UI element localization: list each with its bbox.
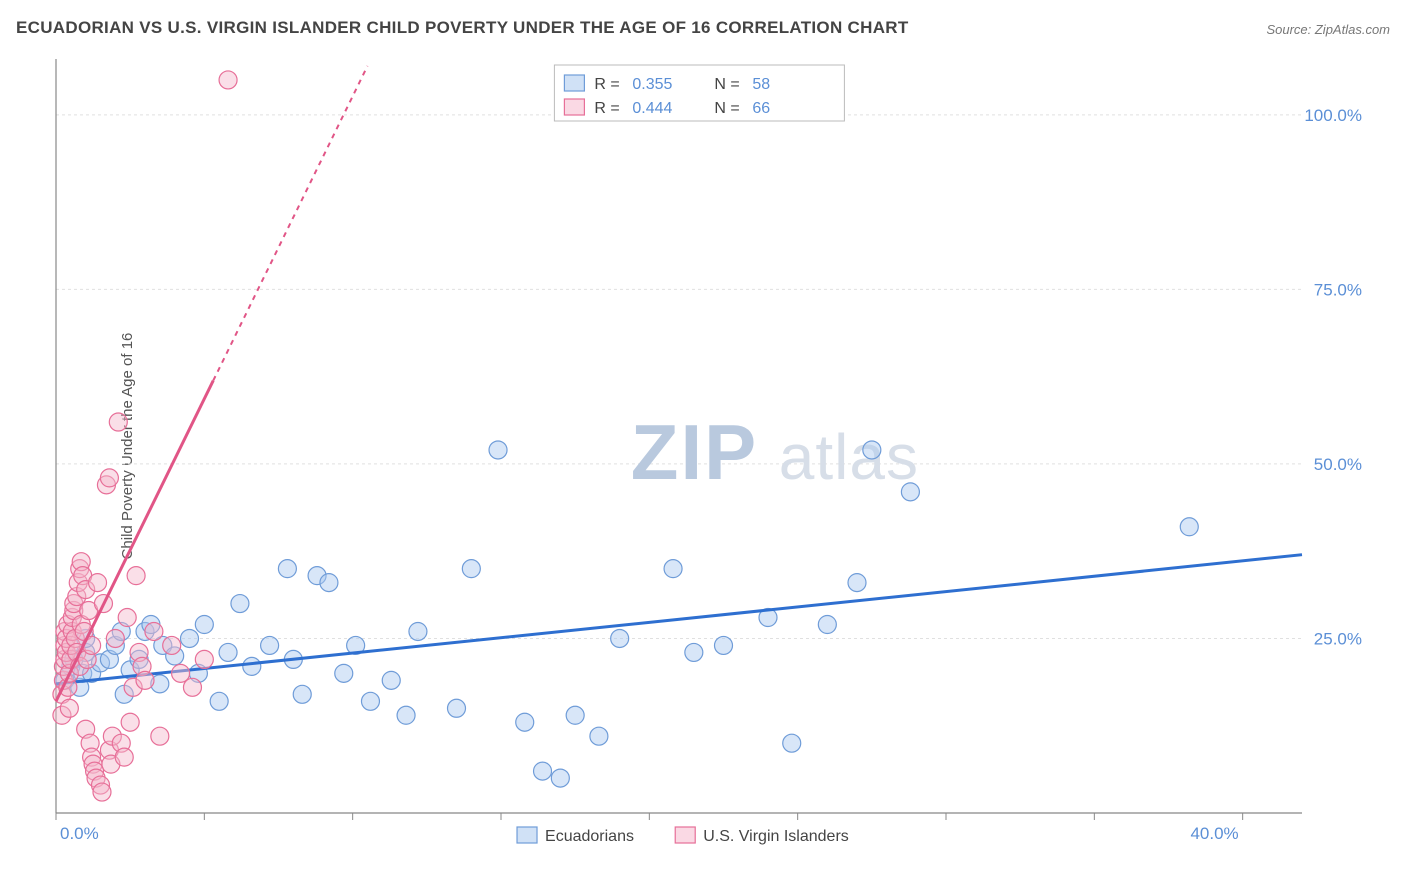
chart-title: ECUADORIAN VS U.S. VIRGIN ISLANDER CHILD… — [16, 18, 909, 38]
data-point — [183, 678, 201, 696]
y-tick-label: 75.0% — [1314, 280, 1362, 299]
data-point — [60, 699, 78, 717]
data-point — [106, 629, 124, 647]
data-point — [195, 650, 213, 668]
watermark: atlas — [779, 421, 919, 493]
data-point — [115, 748, 133, 766]
data-point — [219, 643, 237, 661]
data-point — [293, 685, 311, 703]
data-point — [127, 567, 145, 585]
data-point — [685, 643, 703, 661]
y-tick-label: 100.0% — [1304, 106, 1362, 125]
data-point — [145, 622, 163, 640]
stat-label: N = — [714, 76, 739, 93]
source-credit: Source: ZipAtlas.com — [1266, 22, 1390, 37]
data-point — [278, 560, 296, 578]
stat-r: 0.355 — [632, 76, 672, 93]
legend-swatch — [564, 99, 584, 115]
data-point — [818, 616, 836, 634]
data-point — [118, 609, 136, 627]
y-tick-label: 25.0% — [1314, 629, 1362, 648]
data-point — [136, 671, 154, 689]
data-point — [397, 706, 415, 724]
legend-swatch — [675, 827, 695, 843]
watermark: ZIP — [631, 408, 758, 496]
data-point — [551, 769, 569, 787]
data-point — [783, 734, 801, 752]
data-point — [181, 629, 199, 647]
data-point — [516, 713, 534, 731]
data-point — [715, 636, 733, 654]
data-point — [93, 783, 111, 801]
legend-swatch — [517, 827, 537, 843]
x-tick-label: 40.0% — [1190, 824, 1238, 843]
data-point — [109, 413, 127, 431]
stat-label: R = — [594, 100, 619, 117]
legend-swatch — [564, 75, 584, 91]
data-point — [231, 595, 249, 613]
data-point — [534, 762, 552, 780]
data-point — [848, 574, 866, 592]
data-point — [163, 636, 181, 654]
legend-label: Ecuadorians — [545, 828, 634, 845]
data-point — [219, 71, 237, 89]
data-point — [195, 616, 213, 634]
stat-label: R = — [594, 76, 619, 93]
data-point — [448, 699, 466, 717]
data-point — [664, 560, 682, 578]
legend-label: U.S. Virgin Islanders — [703, 828, 849, 845]
data-point — [335, 664, 353, 682]
data-point — [863, 441, 881, 459]
data-point — [121, 713, 139, 731]
data-point — [1180, 518, 1198, 536]
data-point — [243, 657, 261, 675]
data-point — [151, 727, 169, 745]
chart-svg: 25.0% 50.0% 75.0% 100.0% ZIP atlas 0.0% 40.0% R … — [50, 55, 1370, 855]
data-point — [489, 441, 507, 459]
stat-n: 66 — [752, 100, 770, 117]
data-point — [462, 560, 480, 578]
data-point — [89, 574, 107, 592]
data-point — [210, 692, 228, 710]
stat-n: 58 — [752, 76, 770, 93]
data-point — [566, 706, 584, 724]
y-tick-label: 50.0% — [1314, 455, 1362, 474]
data-point — [409, 622, 427, 640]
data-point — [361, 692, 379, 710]
plot-area: 25.0% 50.0% 75.0% 100.0% ZIP atlas 0.0% 40.0% R … — [50, 55, 1370, 855]
data-point — [611, 629, 629, 647]
data-point — [901, 483, 919, 501]
trend-line-extrapolated — [213, 66, 367, 381]
data-point — [100, 469, 118, 487]
data-point — [590, 727, 608, 745]
data-point — [382, 671, 400, 689]
stat-r: 0.444 — [632, 100, 672, 117]
stat-label: N = — [714, 100, 739, 117]
x-tick-label: 0.0% — [60, 824, 99, 843]
data-point — [320, 574, 338, 592]
data-point — [261, 636, 279, 654]
